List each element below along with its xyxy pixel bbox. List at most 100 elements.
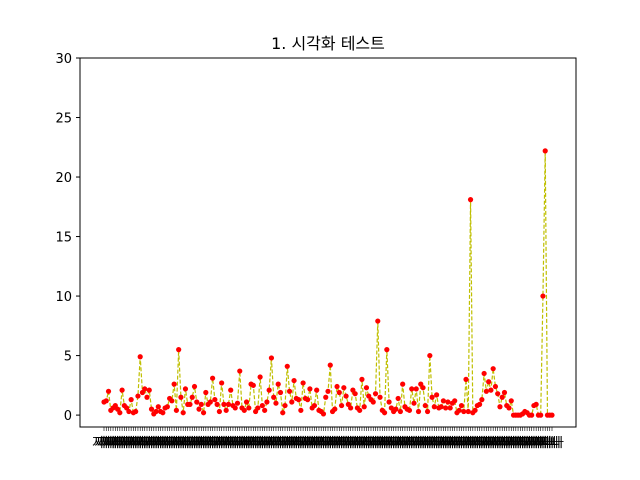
- x-tick-label: 지나: [345, 436, 369, 451]
- data-point: [241, 407, 247, 413]
- data-point: [497, 404, 503, 410]
- x-tick-label: 지나: [293, 436, 317, 451]
- x-tick-label: 지나: [325, 436, 349, 451]
- x-tick-label: 지나: [452, 436, 476, 451]
- data-point: [386, 399, 392, 405]
- data-point: [327, 362, 333, 368]
- x-tick-label: 지나: [178, 436, 202, 451]
- data-point: [413, 386, 419, 392]
- data-point: [481, 370, 487, 377]
- data-point: [307, 386, 313, 392]
- data-point: [461, 408, 467, 415]
- x-tick-label: 지나: [431, 436, 455, 451]
- x-tick-label: 지나: [321, 436, 345, 451]
- x-tick-label: 지나: [427, 436, 451, 451]
- data-point: [477, 401, 483, 407]
- x-tick-label: 지나: [248, 436, 272, 451]
- x-tick-label: 지나: [472, 436, 496, 451]
- x-tick-label: 지나: [327, 436, 351, 451]
- x-tick-label: 지나: [456, 436, 480, 451]
- x-tick-label: 지나: [160, 436, 184, 451]
- data-point: [194, 399, 200, 405]
- data-point: [142, 386, 148, 392]
- x-tick-label: 지나: [538, 436, 562, 451]
- x-tick-label: 지나: [99, 436, 123, 451]
- data-point: [191, 383, 198, 390]
- x-tick-label: 지나: [131, 436, 155, 451]
- x-tick-label: 지나: [164, 436, 188, 451]
- data-point: [429, 394, 435, 400]
- x-tick-label: 지나: [536, 436, 560, 451]
- data-point: [323, 394, 329, 400]
- data-point: [221, 401, 227, 407]
- x-tick-label: 지나: [117, 436, 141, 451]
- data-point: [284, 363, 290, 369]
- x-tick-label: 지나: [357, 436, 381, 451]
- data-point: [271, 394, 277, 400]
- x-tick-label: 지나: [540, 436, 564, 451]
- x-tick-label: 지나: [436, 436, 460, 451]
- x-tick-label: 지나: [142, 436, 166, 451]
- x-tick-label: 지나: [461, 436, 485, 451]
- x-tick-label: 지나: [499, 436, 523, 451]
- data-point: [164, 404, 170, 410]
- data-point: [126, 408, 132, 415]
- x-tick-label: 지나: [216, 436, 240, 451]
- data-point: [119, 387, 125, 393]
- x-tick-label: 지나: [271, 436, 295, 451]
- x-tick-label: 지나: [226, 436, 250, 451]
- data-point: [277, 389, 284, 396]
- data-point: [237, 368, 243, 374]
- x-tick-label: 지나: [196, 436, 220, 451]
- x-tick-label: 지나: [465, 436, 489, 451]
- x-tick-label: 지나: [388, 436, 412, 451]
- x-tick-label: 지나: [124, 436, 148, 451]
- x-tick-label: 지나: [508, 436, 532, 451]
- x-tick-label: 지나: [135, 436, 159, 451]
- x-tick-label: 지나: [205, 436, 229, 451]
- data-markers: [101, 148, 555, 418]
- y-tick-label: 20: [55, 171, 72, 186]
- data-point: [117, 410, 123, 416]
- data-point: [225, 401, 232, 407]
- data-point: [492, 383, 499, 390]
- data-point: [438, 404, 444, 410]
- x-tick-label: 지나: [230, 436, 254, 451]
- x-tick-label: 지나: [255, 436, 279, 451]
- data-point: [212, 397, 218, 403]
- x-tick-label: 지나: [477, 436, 501, 451]
- x-tick-label: 지나: [203, 436, 227, 451]
- y-tick-label: 30: [55, 52, 72, 67]
- x-tick-label: 지나: [262, 436, 286, 451]
- x-tick-label: 지나: [309, 436, 333, 451]
- x-tick-label: 지나: [450, 436, 474, 451]
- x-tick-label: 지나: [289, 436, 313, 451]
- x-tick-label: 지나: [287, 436, 311, 451]
- data-point: [479, 397, 485, 403]
- x-tick-label: 지나: [185, 436, 209, 451]
- x-tick-label: 지나: [282, 436, 306, 451]
- x-tick-label: 지나: [520, 436, 544, 451]
- data-point: [176, 347, 182, 353]
- data-point: [343, 393, 349, 399]
- x-tick-label: 지나: [232, 436, 256, 451]
- x-tick-label: 지나: [173, 436, 197, 451]
- x-tick-label: 지나: [171, 436, 195, 451]
- x-tick-label: 지나: [284, 436, 308, 451]
- x-tick-label: 지나: [429, 436, 453, 451]
- x-tick-label: 지나: [330, 436, 354, 451]
- x-tick-label: 지나: [183, 436, 207, 451]
- x-tick-label: 지나: [468, 436, 492, 451]
- x-tick-label: 지나: [128, 436, 152, 451]
- x-tick-label: 지나: [291, 436, 315, 451]
- data-point: [456, 407, 462, 413]
- data-point: [357, 407, 363, 413]
- data-point: [458, 402, 465, 409]
- data-point: [178, 394, 184, 400]
- data-point: [533, 401, 539, 407]
- data-point: [472, 407, 478, 413]
- x-tick-label: 지나: [189, 436, 213, 451]
- data-point: [173, 407, 179, 413]
